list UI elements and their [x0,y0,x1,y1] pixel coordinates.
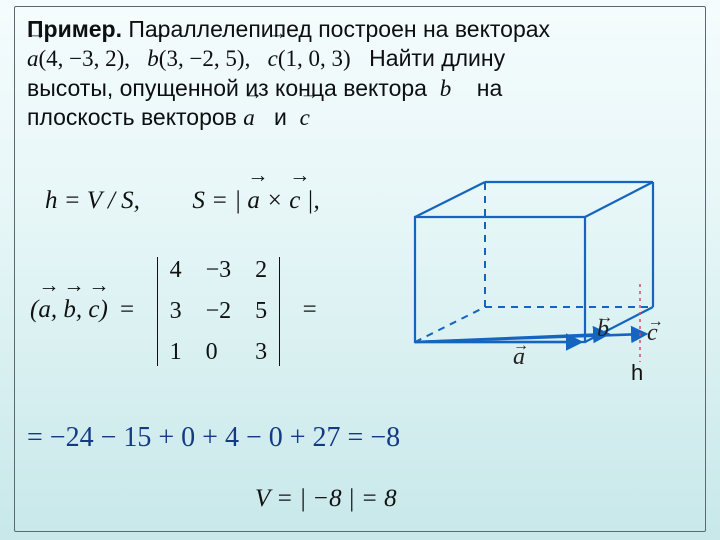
m-10: 3 [170,298,182,325]
m-11: −2 [206,298,232,325]
vec-b-symbol: →b [147,45,159,74]
triple-product-row: (→a, →b, →c) = 4 −3 2 3 −2 5 1 0 3 [30,257,317,366]
label-a: a→ [513,337,529,370]
edge-bottom-left-back [415,307,485,342]
plane-of-text: плоскость векторов [27,104,237,130]
formula-h-vs: h = V / S, S = | →a × →c |, [45,187,320,215]
h-eq-text: h = V / S, [45,187,140,214]
S-eq-post: |, [307,187,320,214]
vec-b-inline: →b [440,75,452,104]
triple-a: →a [38,296,51,324]
vec-b-coords: (3, −2, 5), [159,46,251,71]
content-frame: Пример. Параллелепипед построен на векто… [14,6,706,532]
vec-a-inline: →a [243,104,255,133]
slide-root: Пример. Параллелепипед построен на векто… [0,0,720,540]
determinant: 4 −3 2 3 −2 5 1 0 3 [153,257,285,366]
triple-sep1: , [51,296,64,323]
label-b: b→ [597,309,613,342]
vec-a-symbol: →a [27,45,39,74]
problem-statement: Пример. Параллелепипед построен на векто… [27,15,693,133]
height-from-text: высоты, опущенной из конца вектора [27,75,427,101]
vec-c-cross: →c [289,187,300,215]
det-bar-left [157,257,158,366]
m-20: 1 [170,339,182,366]
det-bar-right [279,257,280,366]
edge-top-left-back [415,182,485,217]
cross-symbol: × [266,187,289,214]
edge-top-right-back [585,182,653,217]
front-face [415,217,585,342]
det-expansion: = −24 − 15 + 0 + 4 − 0 + 27 = −8 [27,422,400,454]
vec-c-coords: (1, 0, 3) [278,46,351,71]
label-c: c→ [647,313,664,346]
vec-a-cross: →a [247,187,260,215]
built-on-text: Параллелепипед построен на векторах [128,16,550,42]
triple-sep2: , [76,296,89,323]
label-h: h [631,360,643,385]
m-22: 3 [255,339,267,366]
triple-c: →c [88,296,99,324]
onto-text: на [477,75,503,101]
det-eq-trail: = [303,296,317,323]
vec-c-symbol: →c [268,45,278,74]
parallelepiped-diagram: a→ b→ c→ h [375,162,675,392]
S-eq-pre: S = | [192,187,241,214]
find-len-text: Найти длину [369,45,505,71]
triple-b: →b [63,296,76,324]
vec-a-coords: (4, −3, 2), [39,46,131,71]
diagram-svg: a→ b→ c→ h [375,162,675,392]
and-text: и [274,104,287,130]
triple-close: ) [99,296,107,323]
matrix-grid: 4 −3 2 3 −2 5 1 0 3 [162,257,276,366]
m-02: 2 [255,257,267,284]
m-12: 5 [255,298,267,325]
m-01: −3 [206,257,232,284]
m-00: 4 [170,257,182,284]
m-21: 0 [206,339,232,366]
vec-c-inline: →c [300,104,310,133]
volume-result: V = | −8 | = 8 [255,485,397,513]
triple-open: ( [30,296,38,323]
